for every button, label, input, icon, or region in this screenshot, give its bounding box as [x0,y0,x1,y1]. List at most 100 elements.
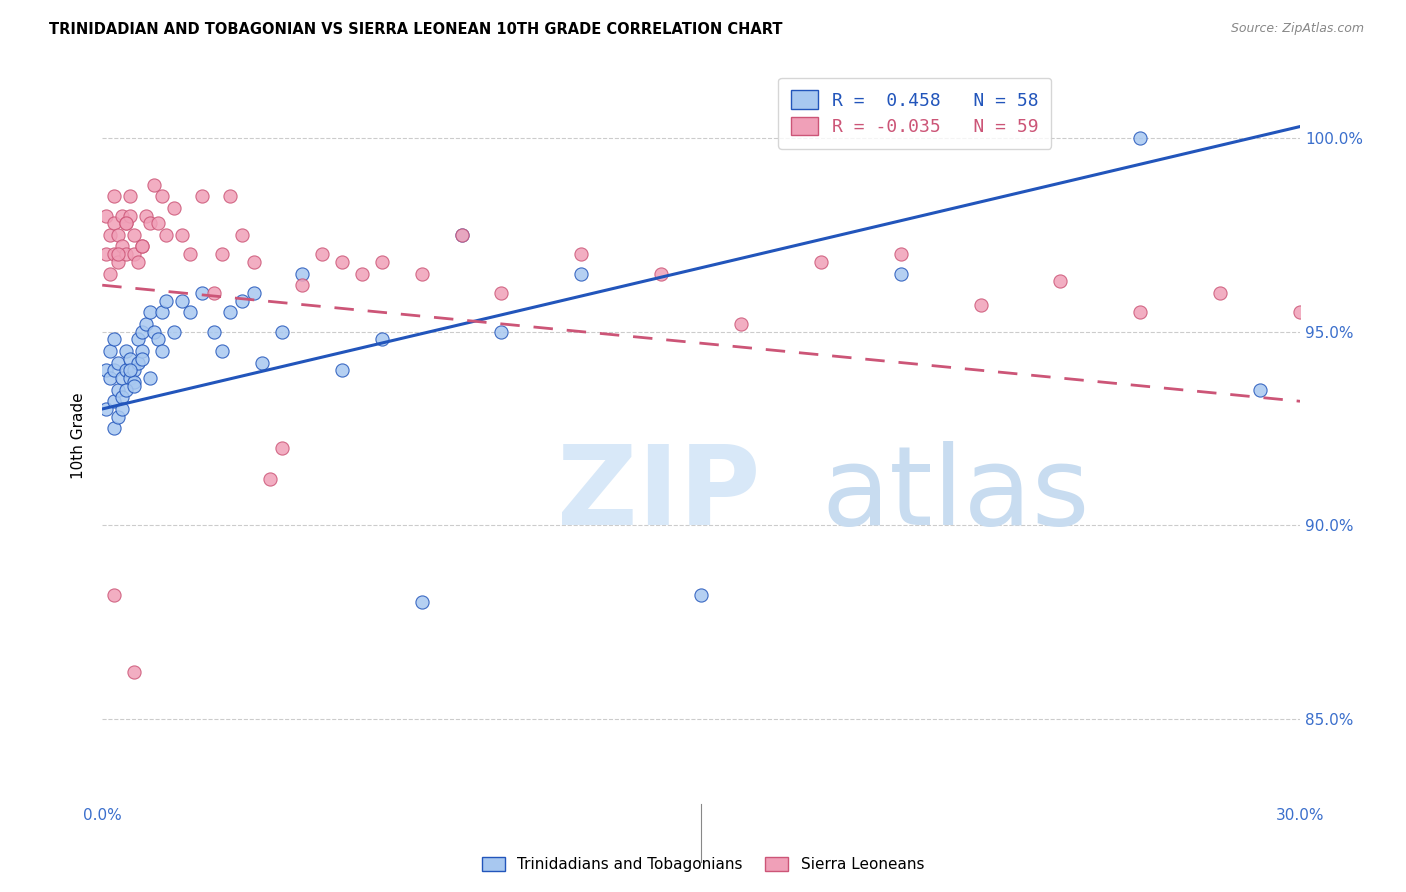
Point [163,201,186,215]
Point [131,239,153,253]
Point [103,394,125,409]
Point [191,189,214,203]
Point [111,402,134,417]
Point [122,363,145,377]
Point [170,293,193,308]
Point [179,305,201,319]
Point [202,325,225,339]
Point [259,472,281,486]
Point [202,285,225,300]
Legend: Trinidadians and Tobagonians, Sierra Leoneans: Trinidadians and Tobagonians, Sierra Leo… [474,849,932,880]
Point [450,227,472,242]
Point [330,363,353,377]
Point [650,267,672,281]
Point [111,239,134,253]
Point [120,189,142,203]
Point [270,441,292,455]
Point [146,332,169,346]
Point [107,255,129,269]
Point [103,189,125,203]
Point [1249,383,1271,397]
Point [131,351,153,366]
Point [107,383,129,397]
Point [98,227,121,242]
Legend: R =  0.458   N = 58, R = -0.035   N = 59: R = 0.458 N = 58, R = -0.035 N = 59 [778,78,1052,149]
Point [115,363,138,377]
Point [139,216,162,230]
Point [98,343,121,358]
Point [122,247,145,261]
Point [350,267,373,281]
Point [107,247,129,261]
Point [103,588,125,602]
Point [890,267,912,281]
Point [491,285,513,300]
Point [131,325,153,339]
Point [450,227,472,242]
Point [155,227,177,242]
Text: atlas: atlas [821,442,1090,549]
Point [150,343,173,358]
Point [131,239,153,253]
Point [163,325,186,339]
Point [111,209,134,223]
Point [211,343,233,358]
Point [330,255,353,269]
Point [139,371,162,385]
Point [98,267,121,281]
Point [370,255,392,269]
Point [120,371,142,385]
Point [155,293,177,308]
Point [96,247,118,261]
Point [291,278,314,293]
Point [179,247,201,261]
Point [122,665,145,679]
Point [111,371,134,385]
Point [120,351,142,366]
Point [103,363,125,377]
Point [569,247,592,261]
Point [231,227,253,242]
Point [890,247,912,261]
Point [96,363,118,377]
Point [107,409,129,424]
Point [107,355,129,369]
Point [103,216,125,230]
Point [1049,274,1071,288]
Point [103,421,125,435]
Point [131,343,153,358]
Point [370,332,392,346]
Point [146,216,169,230]
Point [243,255,266,269]
Point [170,227,193,242]
Point [150,189,173,203]
Point [1289,305,1312,319]
Point [143,325,166,339]
Point [491,325,513,339]
Point [270,325,292,339]
Point [291,267,314,281]
Point [219,305,242,319]
Point [219,189,242,203]
Point [150,305,173,319]
Point [96,402,118,417]
Point [122,378,145,392]
Point [1129,305,1152,319]
Point [411,595,433,609]
Point [111,390,134,404]
Point [730,317,752,331]
Point [98,371,121,385]
Point [211,247,233,261]
Text: TRINIDADIAN AND TOBAGONIAN VS SIERRA LEONEAN 10TH GRADE CORRELATION CHART: TRINIDADIAN AND TOBAGONIAN VS SIERRA LEO… [49,22,783,37]
Point [115,216,138,230]
Point [690,588,713,602]
Point [1209,285,1232,300]
Point [139,305,162,319]
Point [115,216,138,230]
Point [120,363,142,377]
Point [127,255,149,269]
Point [122,227,145,242]
Point [311,247,333,261]
Point [810,255,832,269]
Point [115,383,138,397]
